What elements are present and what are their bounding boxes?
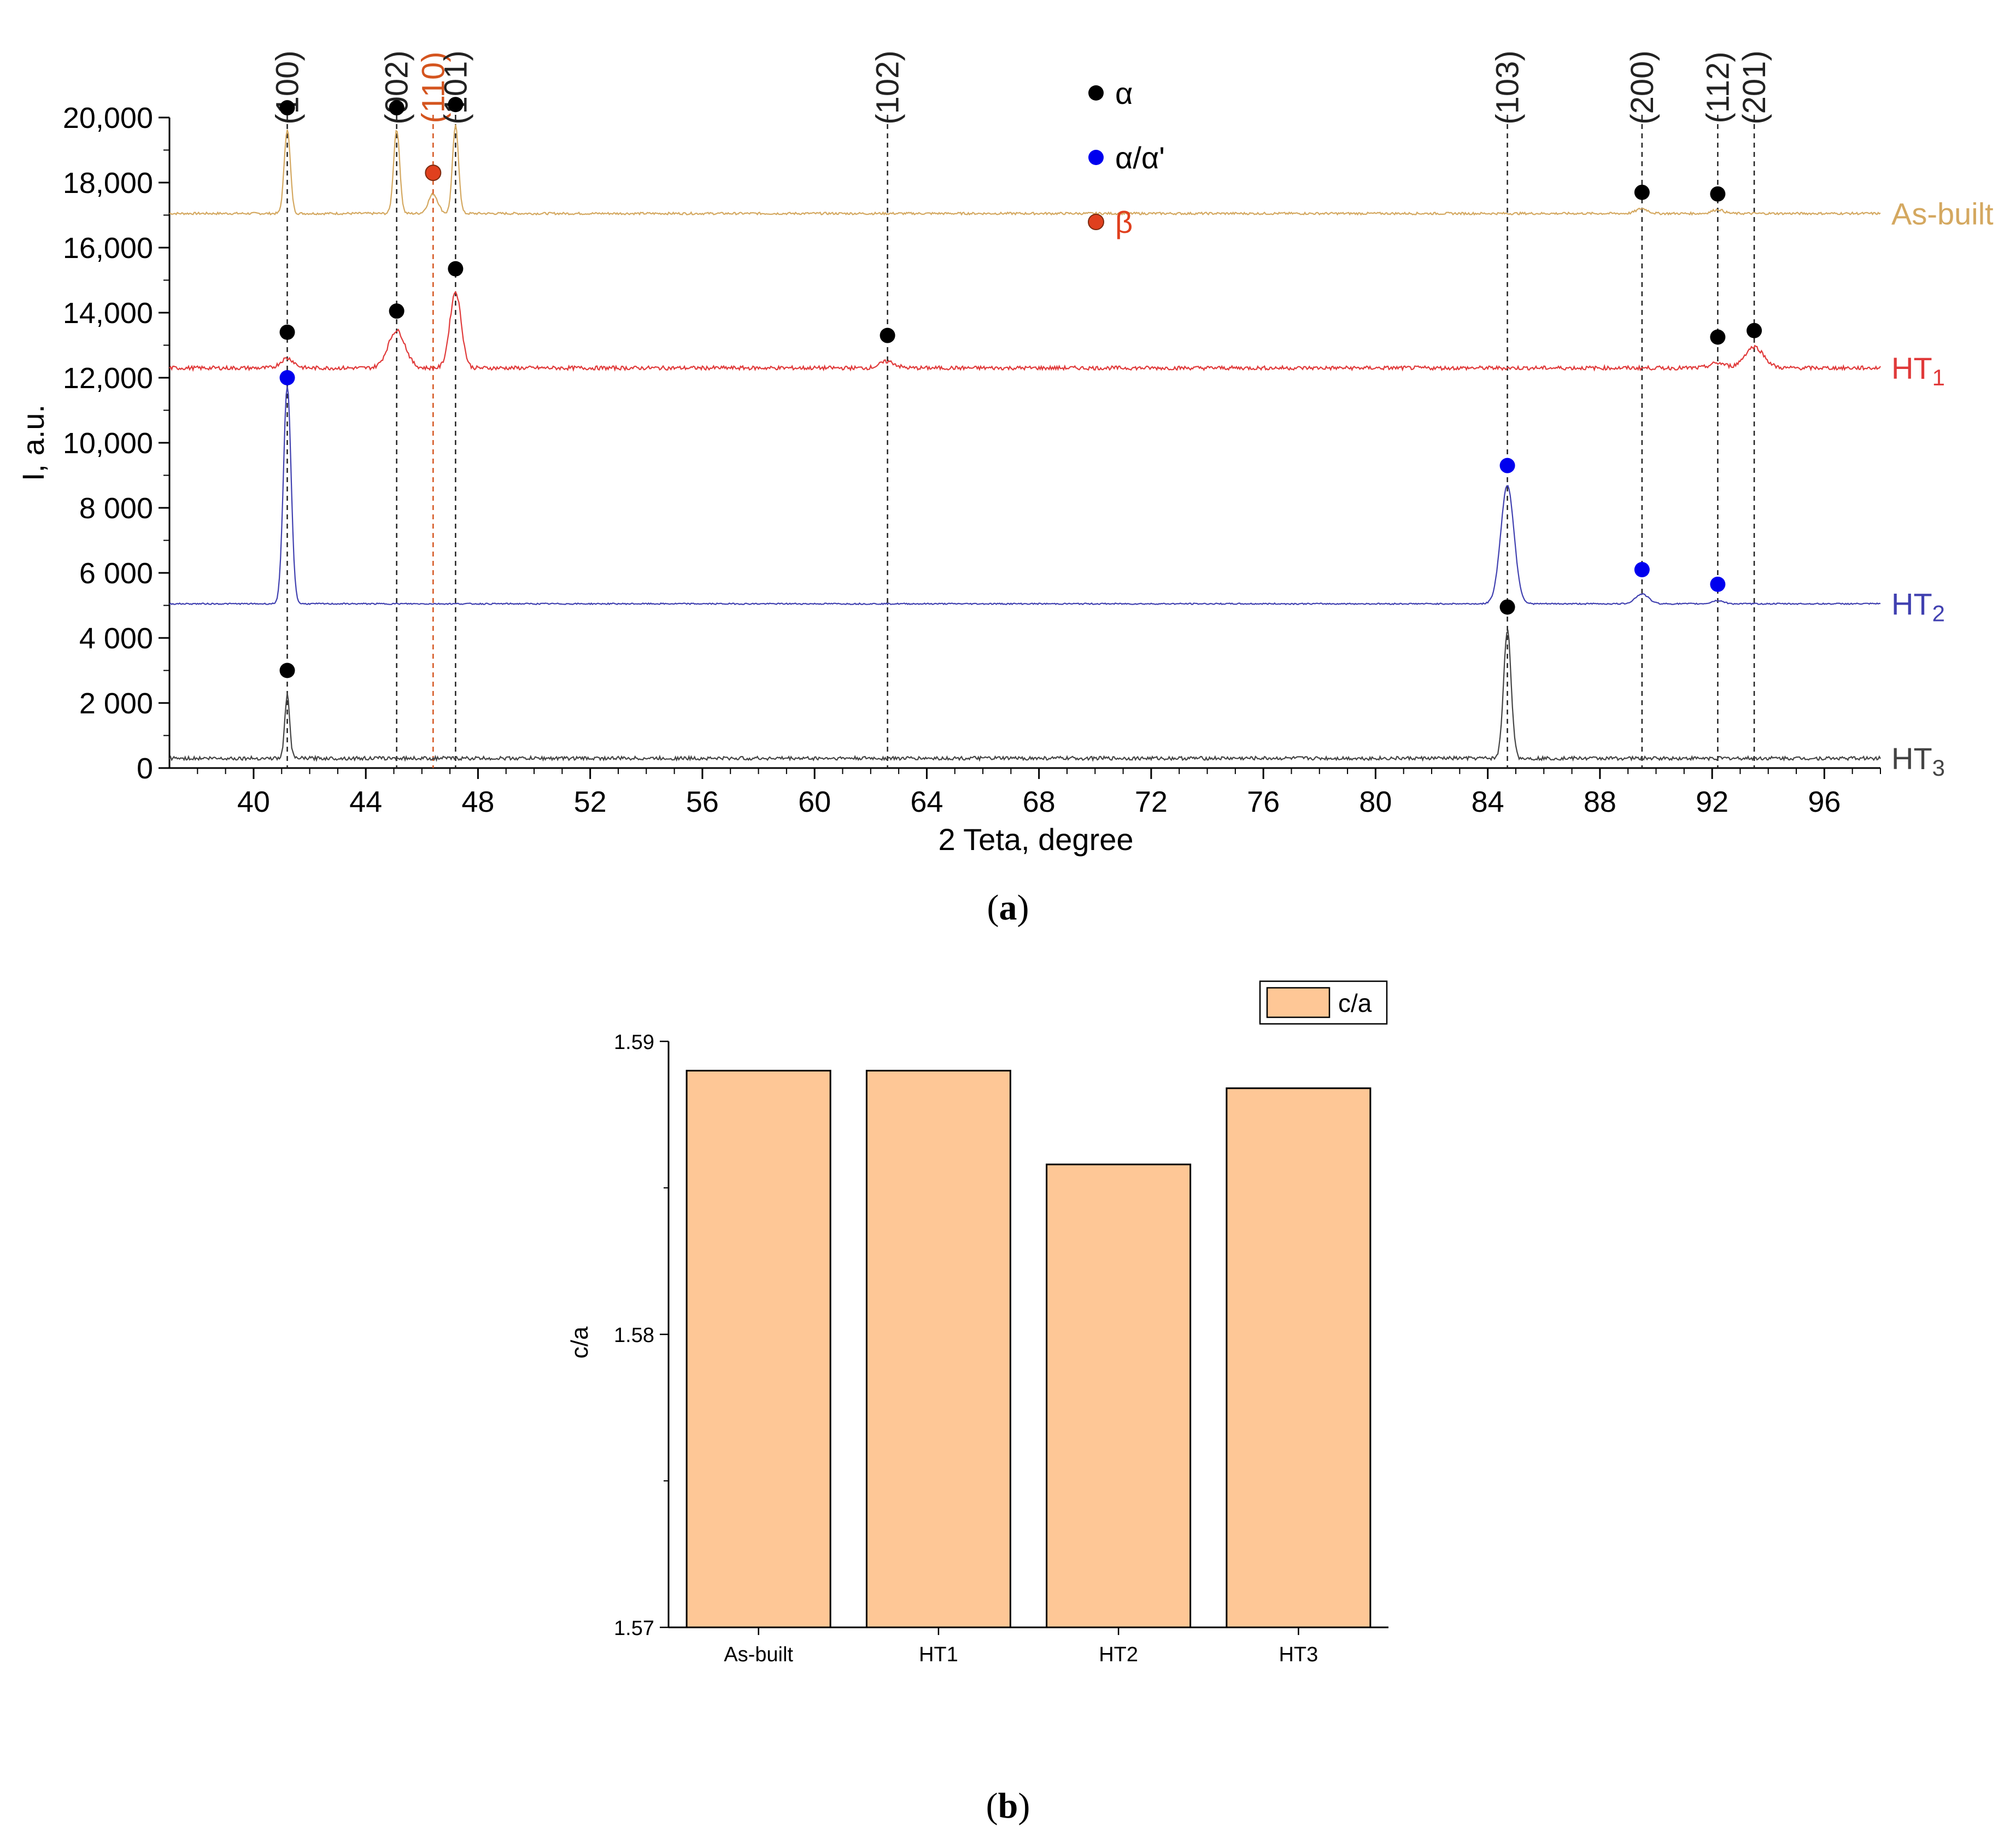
x-tick-label: 48 (461, 786, 494, 818)
legend-marker (1088, 85, 1104, 101)
x-tick-label: 88 (1584, 786, 1616, 818)
series-line-ht2 (169, 386, 1881, 606)
series-label-as-built: As-built (1891, 197, 1994, 231)
phase-marker (880, 327, 895, 343)
y-tick-label: 4 000 (79, 622, 153, 655)
x-tick-label: HT1 (919, 1643, 958, 1666)
phase-marker (1747, 323, 1762, 338)
y-tick-label: 1.59 (614, 1031, 654, 1054)
legend-label: α/α' (1115, 140, 1165, 175)
series-label-ht1: HT1 (1891, 351, 1945, 390)
legend-swatch (1266, 987, 1331, 1018)
peak-label: (201) (1737, 50, 1772, 124)
bar-chart: As-built HT1 HT2 HT3 1.57 1.58 1.59 c/a c/a (566, 980, 1388, 1666)
y-tick-label: 14,000 (63, 297, 153, 330)
phase-marker (1499, 599, 1515, 615)
x-tick-label: 44 (349, 786, 382, 818)
y-tick-label: 6 000 (79, 557, 153, 590)
phase-marker (279, 370, 295, 385)
peak-label: (101) (438, 50, 473, 124)
peak-label: (200) (1625, 50, 1660, 124)
series-line-ht3 (169, 629, 1881, 762)
bar-as-built (685, 1070, 831, 1628)
y-axis-title: c/a (566, 1326, 593, 1358)
x-tick-label: 80 (1359, 786, 1392, 818)
series-line-ht1 (169, 291, 1881, 372)
y-tick-label: 1.57 (614, 1617, 654, 1640)
x-tick-label: 72 (1135, 786, 1168, 818)
series-label-ht2: HT2 (1891, 587, 1945, 626)
y-tick-label: 1.58 (614, 1324, 654, 1347)
x-tick-label: HT2 (1099, 1643, 1138, 1666)
legend-marker (1088, 214, 1104, 230)
x-tick-label: 96 (1808, 786, 1841, 818)
phase-marker (279, 663, 295, 678)
y-axis-title: I, a.u. (16, 405, 50, 481)
phase-marker (389, 100, 405, 116)
x-tick-label: 76 (1247, 786, 1280, 818)
x-tick-label: 84 (1472, 786, 1504, 818)
y-tick-label: 2 000 (79, 687, 153, 720)
peak-label: (112) (1700, 51, 1736, 123)
xrd-chart: 0 2 000 4 000 6 000 8 000 10,000 12,000 14,000 1… (16, 50, 1994, 857)
phase-marker (279, 100, 295, 116)
peak-label: (103) (1490, 50, 1526, 124)
legend-label: α (1115, 76, 1133, 110)
panel-label-a: (a) (987, 888, 1029, 928)
series-label-ht3: HT3 (1891, 741, 1945, 781)
panel-label-b: (b) (986, 1786, 1030, 1826)
bar-ht1 (865, 1070, 1011, 1628)
series-line-as-built (169, 124, 1881, 216)
legend-label: c/a (1338, 989, 1372, 1017)
phase-marker (1710, 576, 1726, 592)
x-tick-label: As-built (724, 1643, 793, 1666)
bar-ht2 (1046, 1163, 1192, 1628)
x-tick-label: 40 (237, 786, 270, 818)
phase-marker (1634, 562, 1650, 578)
y-tick-label: 18,000 (63, 167, 153, 200)
x-tick-label: 64 (910, 786, 943, 818)
y-tick-label: 8 000 (79, 492, 153, 525)
phase-marker (1634, 184, 1650, 200)
peak-label: (102) (870, 50, 906, 124)
phase-marker (448, 261, 464, 277)
x-tick-label: HT3 (1279, 1643, 1318, 1666)
phase-marker (1499, 458, 1515, 473)
legend-marker (1088, 150, 1104, 165)
y-tick-label: 16,000 (63, 232, 153, 265)
x-tick-label: 60 (798, 786, 831, 818)
phase-marker (279, 324, 295, 340)
legend-label: β (1115, 205, 1133, 239)
y-tick-label: 20,000 (63, 102, 153, 134)
x-axis-title: 2 Teta, degree (938, 822, 1133, 857)
x-tick-label: 56 (686, 786, 719, 818)
x-tick-label: 68 (1023, 786, 1056, 818)
phase-marker (425, 165, 442, 181)
phase-marker (1710, 329, 1726, 345)
x-tick-label: 92 (1696, 786, 1728, 818)
bar-ht3 (1226, 1087, 1372, 1628)
x-tick-label: 52 (574, 786, 607, 818)
y-tick-label: 10,000 (63, 427, 153, 460)
y-tick-label: 12,000 (63, 362, 153, 395)
phase-marker (389, 303, 405, 319)
y-tick-label: 0 (137, 752, 153, 785)
peak-label: (110) (415, 51, 451, 123)
phase-marker (448, 97, 464, 113)
phase-marker (1710, 186, 1726, 202)
